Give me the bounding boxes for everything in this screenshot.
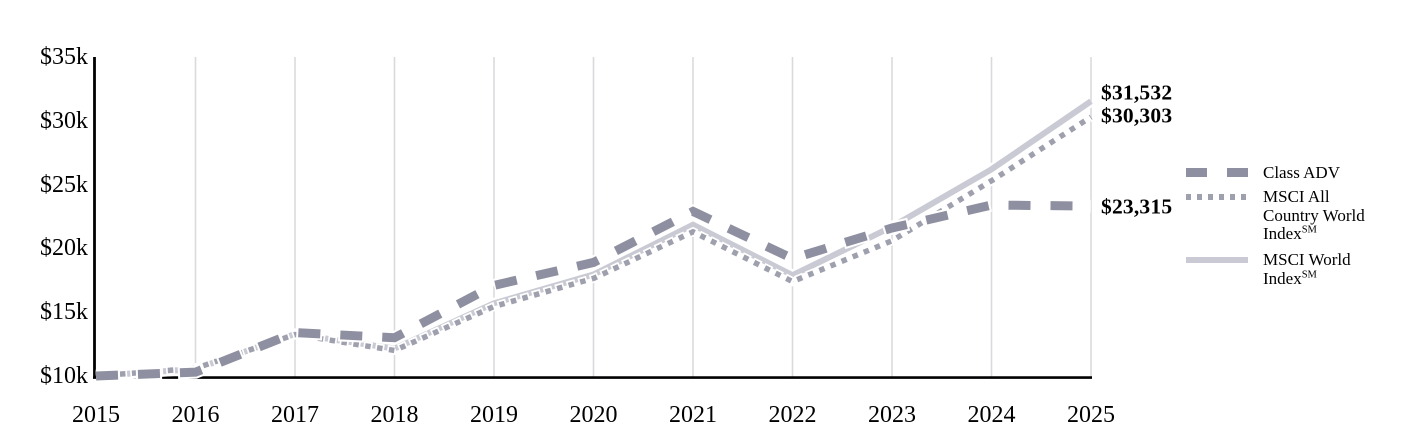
legend-label-text: MSCI All Country World Index <box>1263 187 1365 243</box>
legend-label-msci-acwi: MSCI All Country World IndexSM <box>1263 187 1383 244</box>
x-axis-tick-label: 2024 <box>967 402 1016 428</box>
legend-label-text: Class ADV <box>1263 163 1340 182</box>
y-axis-tick-label: $30k <box>40 107 88 134</box>
end-value-label-msci-acwi: $30,303 <box>1101 103 1173 128</box>
x-axis-tick-label: 2022 <box>768 402 817 428</box>
x-axis-tick-label: 2021 <box>669 402 717 428</box>
solid-line-swatch-icon <box>1186 257 1248 263</box>
y-axis-tick-label: $35k <box>40 44 88 70</box>
legend-item-msci-world: MSCI World IndexSM <box>1186 250 1383 288</box>
x-axis-tick-label: 2017 <box>271 402 319 428</box>
x-axis-tick-label: 2018 <box>370 402 419 428</box>
x-axis-tick-label: 2019 <box>470 402 518 428</box>
y-axis-tick-label: $25k <box>40 171 88 198</box>
x-axis-tick-label: 2020 <box>569 402 618 428</box>
end-value-label-class-adv: $23,315 <box>1101 194 1173 219</box>
x-axis-tick-label: 2023 <box>868 402 916 428</box>
legend-label-text: MSCI World Index <box>1263 250 1351 288</box>
legend-item-class-adv: Class ADV <box>1186 163 1383 183</box>
y-axis-tick-label: $10k <box>40 363 88 389</box>
legend-label-msci-world: MSCI World IndexSM <box>1263 250 1383 288</box>
x-axis-tick-label: 2015 <box>72 402 120 428</box>
service-mark-superscript: SM <box>1301 268 1317 280</box>
end-value-label-msci-world-index: $31,532 <box>1101 80 1173 105</box>
legend-label-class-adv: Class ADV <box>1263 163 1383 183</box>
dashed-line-swatch-icon <box>1186 168 1248 177</box>
legend-item-msci-acwi: MSCI All Country World IndexSM <box>1186 187 1383 244</box>
dotted-line-swatch-icon <box>1186 194 1248 200</box>
x-axis-tick-label: 2025 <box>1067 402 1115 428</box>
y-axis-tick-label: $15k <box>40 299 88 326</box>
x-axis-tick-label: 2016 <box>171 402 220 428</box>
series-line-dashed <box>95 200 1092 381</box>
y-axis-tick-label: $20k <box>40 235 88 262</box>
service-mark-superscript: SM <box>1301 224 1317 236</box>
